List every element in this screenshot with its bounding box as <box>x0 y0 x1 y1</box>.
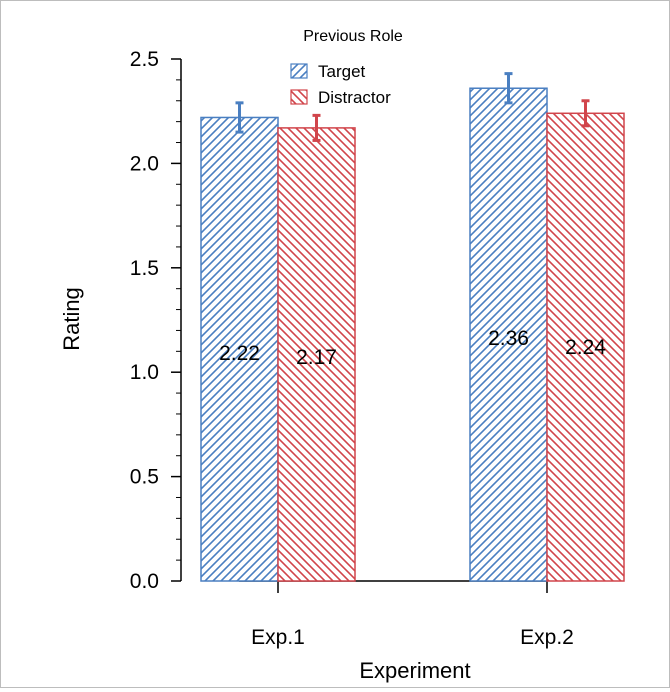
x-axis-label: Experiment <box>359 658 470 683</box>
legend: Previous Role Target Distractor <box>290 28 403 107</box>
y-axis-label: Rating <box>59 287 84 351</box>
error-bar <box>581 99 590 128</box>
bar-target-exp2 <box>469 87 548 582</box>
bars-layer: 2.22 2.36 2.17 2.24 <box>200 72 625 582</box>
error-bar <box>235 101 244 134</box>
x-axis-ticks: Exp.1 Exp.2 <box>251 581 574 649</box>
legend-swatch-distractor <box>290 89 308 105</box>
legend-swatch-target <box>290 63 308 79</box>
error-bar <box>312 113 321 142</box>
y-tick-label: 1.0 <box>130 361 159 384</box>
legend-title: Previous Role <box>303 28 403 45</box>
legend-label-target: Target <box>318 62 366 81</box>
data-label: 2.36 <box>488 327 529 350</box>
data-label: 2.24 <box>565 336 606 359</box>
bar-distractor-exp2 <box>546 112 625 582</box>
y-axis-ticks: 0.0 0.5 1.0 1.5 2.0 2.5 <box>130 48 181 593</box>
legend-label-distractor: Distractor <box>318 88 391 107</box>
error-bar <box>504 72 513 105</box>
bar-distractor-exp1 <box>277 127 356 582</box>
data-label: 2.17 <box>296 346 337 369</box>
data-label: 2.22 <box>219 342 260 365</box>
x-tick-label: Exp.2 <box>520 626 574 649</box>
y-tick-label: 0.5 <box>130 466 159 489</box>
y-tick-label: 0.0 <box>130 570 159 593</box>
y-tick-label: 2.5 <box>130 48 159 71</box>
y-tick-label: 1.5 <box>130 257 159 280</box>
x-tick-label: Exp.1 <box>251 626 305 649</box>
y-tick-label: 2.0 <box>130 152 159 175</box>
